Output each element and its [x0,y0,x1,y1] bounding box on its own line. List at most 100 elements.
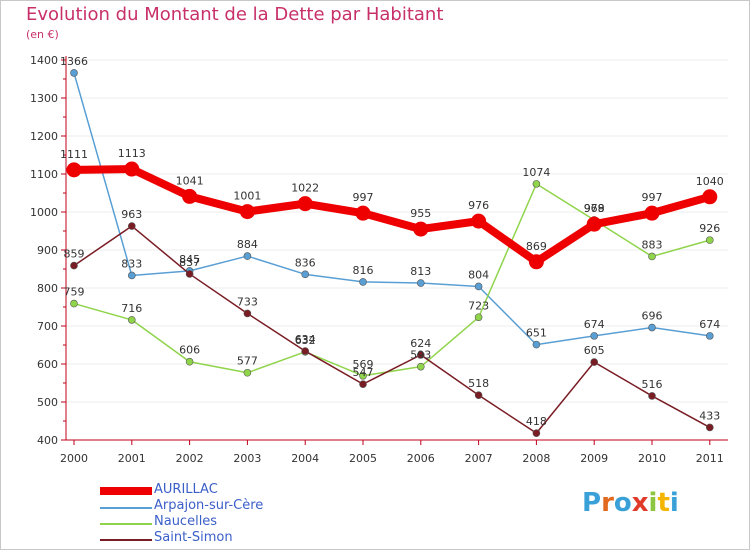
data-label: 813 [410,265,431,278]
data-point [590,332,599,340]
axes: 400 500 600 700 800 900 1000 1100 1200 1300 1400 20… [30,54,728,465]
data-label: 634 [295,333,316,346]
data-label: 869 [526,240,547,253]
logo-letter: i [648,488,658,518]
data-label: 418 [526,415,547,428]
data-label: 1041 [176,174,204,187]
legend-label: AURILLAC [154,482,218,497]
data-point [128,222,136,230]
data-point [528,254,544,270]
data-point [185,270,194,278]
data-label: 963 [121,208,142,221]
data-point [416,351,425,359]
data-point [648,392,656,400]
data-point [359,278,367,286]
x-tick-label: 2006 [407,452,435,465]
x-tick-label: 2011 [696,452,724,465]
logo-letter: o [613,488,632,518]
data-point [239,204,255,220]
x-tick-label: 2002 [176,452,204,465]
data-label: 1366 [60,55,88,68]
data-label: 593 [410,349,431,362]
y-tick-label: 1100 [30,168,58,181]
data-point [297,196,313,212]
data-label: 733 [237,295,258,308]
data-label: 674 [699,318,720,331]
data-label: 518 [468,377,489,390]
data-point [532,180,541,188]
data-point [185,357,194,366]
legend-swatch-arpajon [100,507,152,509]
data-point [128,316,136,324]
legend-swatch-aurillac [100,487,152,495]
data-label: 833 [121,257,142,270]
data-label: 968 [584,202,605,215]
data-label: 1111 [60,148,88,161]
data-label: 674 [584,318,605,331]
data-point [532,340,541,349]
data-label: 1001 [233,190,261,203]
chart-title: Evolution du Montant de la Dette par Hab… [26,4,444,25]
proxiti-logo: Proxiti [582,488,679,518]
data-label: 1040 [696,175,724,188]
data-label: 883 [642,238,663,251]
y-tick-label: 600 [37,358,58,371]
x-tick-label: 2008 [522,452,550,465]
chart-subtitle: (en €) [26,28,59,41]
data-label: 577 [237,355,258,368]
data-label: 859 [64,248,85,261]
data-point [355,205,371,221]
data-label: 1113 [118,147,146,160]
data-point [644,205,660,221]
series-line [70,165,714,266]
y-tick-label: 500 [37,396,58,409]
series-group [66,69,718,437]
data-point [586,216,602,232]
data-label: 926 [699,222,720,235]
x-tick-label: 2009 [580,452,608,465]
data-label: 836 [295,256,316,269]
data-point [702,189,718,205]
data-point [70,69,78,77]
data-point [705,332,714,340]
data-point [124,161,140,177]
data-point [648,323,656,332]
y-tick-label: 1400 [30,54,58,67]
series-line [73,72,711,346]
legend-label: Arpajon-sur-Cère [154,498,264,513]
data-label: 632 [295,334,316,347]
data-point [182,188,198,204]
data-label: 651 [526,327,547,340]
data-label: 997 [353,191,374,204]
y-tick-label: 900 [37,244,58,257]
data-point [359,380,367,388]
data-point [416,362,425,371]
series-line [73,183,711,377]
data-point [243,252,252,260]
data-point [474,282,483,291]
data-point [70,299,78,308]
y-tick-label: 1300 [30,92,58,105]
data-label: 696 [642,310,663,323]
data-label: 837 [179,256,200,269]
data-point [413,221,429,237]
logo-letter: r [601,488,614,518]
data-point [243,368,252,377]
data-point [301,270,310,279]
data-label: 624 [410,337,431,350]
data-label: 816 [353,264,374,277]
x-tick-label: 2010 [638,452,666,465]
data-labels: 1366 833 845 884 836 816 813 804 651 674 696 674 759… [60,55,724,428]
y-tick-label: 1200 [30,130,58,143]
y-tick-label: 800 [37,282,58,295]
data-label: 804 [468,268,489,281]
data-label: 723 [468,299,489,312]
data-point [590,358,599,366]
data-point [705,423,714,432]
data-point [301,347,310,355]
data-label: 433 [699,409,720,422]
data-point [474,313,483,322]
data-point [532,429,541,437]
